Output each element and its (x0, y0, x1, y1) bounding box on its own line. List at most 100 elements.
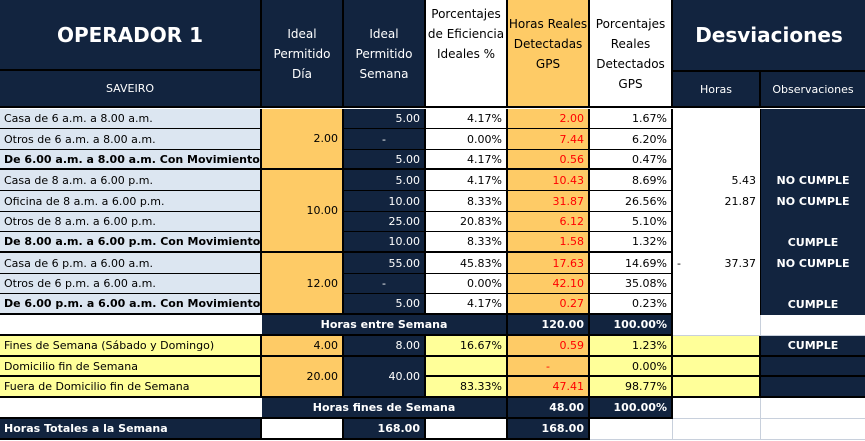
row-label[interactable]: De 8.00 a.m. a 6.00 p.m. Con Movimiento (0, 232, 262, 253)
grand-total-horas-reales[interactable]: 168.00 (508, 419, 590, 440)
observacion-cell[interactable] (761, 109, 865, 129)
col-header-horas-reales[interactable]: Horas Reales Detectadas GPS (508, 0, 590, 108)
pct-ideal-cell[interactable]: 4.17% (426, 109, 508, 129)
horas-reales-cell[interactable]: 0.59 (508, 336, 590, 357)
pct-ideal-cell[interactable]: 8.33% (426, 191, 508, 212)
col-header-ideal-semana[interactable]: Ideal Permitido Semana (344, 0, 426, 108)
horas-reales-cell[interactable]: 2.00 (508, 109, 590, 129)
ideal-semana-cell[interactable]: 10.00 (344, 191, 426, 212)
ideal-semana-cell[interactable]: 10.00 (344, 232, 426, 253)
ideal-semana-cell[interactable]: 5.00 (344, 150, 426, 170)
ideal-semana-cell[interactable]: - (344, 129, 426, 150)
pct-ideal-cell[interactable]: 0.00% (426, 274, 508, 294)
pct-ideal-cell[interactable]: 45.83% (426, 253, 508, 274)
pct-reales-cell[interactable]: 0.47% (590, 150, 673, 170)
operator-title[interactable]: OPERADOR 1 (0, 0, 262, 71)
desv-horas-cell[interactable] (673, 129, 761, 150)
desv-horas-cell[interactable] (673, 232, 761, 253)
desv-horas-cell[interactable] (673, 357, 761, 377)
ideal-semana-cell[interactable]: 8.00 (344, 336, 426, 357)
horas-reales-cell[interactable]: 42.10 (508, 274, 590, 294)
desv-horas-cell[interactable]: 21.87 (673, 191, 761, 212)
ideal-dia-cell[interactable]: 2.00 (262, 109, 344, 170)
ideal-semana-cell[interactable]: 5.00 (344, 109, 426, 129)
horas-reales-cell[interactable]: 6.12 (508, 212, 590, 232)
grand-total-label[interactable]: Horas Totales a la Semana (0, 419, 262, 440)
ideal-semana-cell[interactable]: 25.00 (344, 212, 426, 232)
pct-ideal-cell[interactable]: 8.33% (426, 232, 508, 253)
row-label[interactable]: Casa de 6 a.m. a 8.00 a.m. (0, 109, 262, 129)
weekend-total-horas[interactable]: 48.00 (508, 398, 590, 419)
desv-horas-cell[interactable]: 5.43 (673, 170, 761, 191)
row-label[interactable]: De 6.00 p.m. a 6.00 a.m. Con Movimiento (0, 294, 262, 315)
row-label[interactable]: Casa de 6 p.m. a 6.00 a.m. (0, 253, 262, 274)
ideal-dia-cell[interactable]: 4.00 (262, 336, 344, 357)
ideal-semana-cell[interactable]: 55.00 (344, 253, 426, 274)
pct-ideal-cell[interactable]: 16.67% (426, 336, 508, 357)
row-label[interactable]: Casa de 8 a.m. a 6.00 p.m. (0, 170, 262, 191)
observacion-cell[interactable]: NO CUMPLE (761, 170, 865, 191)
observacion-cell[interactable] (761, 150, 865, 170)
desv-horas-cell[interactable] (673, 109, 761, 129)
observacion-cell[interactable] (761, 212, 865, 232)
pct-reales-cell[interactable]: 5.10% (590, 212, 673, 232)
pct-reales-cell[interactable]: 1.67% (590, 109, 673, 129)
desv-horas-cell[interactable] (673, 336, 761, 357)
pct-ideal-cell[interactable]: 4.17% (426, 170, 508, 191)
pct-reales-cell[interactable]: 1.32% (590, 232, 673, 253)
horas-reales-cell[interactable]: - (508, 357, 590, 377)
weekend-total-label[interactable]: Horas fines de Semana (262, 398, 508, 419)
pct-ideal-cell[interactable]: 83.33% (426, 377, 508, 398)
horas-reales-cell[interactable]: 10.43 (508, 170, 590, 191)
observacion-cell[interactable]: CUMPLE (761, 294, 865, 315)
pct-reales-cell[interactable]: 0.23% (590, 294, 673, 315)
horas-reales-cell[interactable]: 0.27 (508, 294, 590, 315)
pct-ideal-cell[interactable]: 20.83% (426, 212, 508, 232)
ideal-semana-cell[interactable]: - (344, 274, 426, 294)
col-header-pct-reales[interactable]: Porcentajes Reales Detectados GPS (590, 0, 673, 108)
observacion-cell[interactable]: CUMPLE (761, 336, 865, 357)
row-label[interactable]: De 6.00 a.m. a 8.00 a.m. Con Movimiento (0, 150, 262, 170)
pct-reales-cell[interactable]: 98.77% (590, 377, 673, 398)
observacion-cell[interactable]: NO CUMPLE (761, 191, 865, 212)
weekday-total-horas[interactable]: 120.00 (508, 315, 590, 336)
horas-reales-cell[interactable]: 0.56 (508, 150, 590, 170)
observacion-cell[interactable]: CUMPLE (761, 232, 865, 253)
pct-reales-cell[interactable]: 8.69% (590, 170, 673, 191)
pct-ideal-cell[interactable]: 4.17% (426, 294, 508, 315)
horas-reales-cell[interactable]: 47.41 (508, 377, 590, 398)
desviaciones-header[interactable]: Desviaciones (673, 0, 865, 72)
desv-horas-cell[interactable] (673, 212, 761, 232)
pct-ideal-cell[interactable]: 4.17% (426, 150, 508, 170)
col-header-desv-horas[interactable]: Horas (673, 72, 761, 108)
row-label[interactable]: Fines de Semana (Sábado y Domingo) (0, 336, 262, 357)
pct-reales-cell[interactable]: 14.69% (590, 253, 673, 274)
observacion-cell[interactable] (761, 377, 865, 398)
row-label[interactable]: Domicilio fin de Semana (0, 357, 262, 377)
pct-reales-cell[interactable]: 6.20% (590, 129, 673, 150)
ideal-semana-cell[interactable]: 40.00 (344, 357, 426, 398)
col-header-pct-ideal[interactable]: Porcentajes de Eficiencia Ideales % (426, 0, 508, 108)
horas-reales-cell[interactable]: 17.63 (508, 253, 590, 274)
observacion-cell[interactable] (761, 357, 865, 377)
horas-reales-cell[interactable]: 31.87 (508, 191, 590, 212)
pct-ideal-cell[interactable] (426, 357, 508, 377)
observacion-cell[interactable] (761, 274, 865, 294)
pct-reales-cell[interactable]: 26.56% (590, 191, 673, 212)
desv-horas-cell[interactable] (673, 150, 761, 170)
pct-ideal-cell[interactable]: 0.00% (426, 129, 508, 150)
desv-horas-cell[interactable] (673, 294, 761, 315)
observacion-cell[interactable] (761, 129, 865, 150)
pct-reales-cell[interactable]: 0.00% (590, 357, 673, 377)
row-label[interactable]: Oficina de 8 a.m. a 6.00 p.m. (0, 191, 262, 212)
row-label[interactable]: Otros de 6 a.m. a 8.00 a.m. (0, 129, 262, 150)
desv-horas-cell[interactable] (673, 377, 761, 398)
pct-reales-cell[interactable]: 35.08% (590, 274, 673, 294)
desv-horas-cell[interactable]: - 37.37 (673, 253, 761, 274)
col-header-observaciones[interactable]: Observaciones (761, 72, 865, 108)
ideal-semana-cell[interactable]: 5.00 (344, 170, 426, 191)
horas-reales-cell[interactable]: 7.44 (508, 129, 590, 150)
ideal-semana-cell[interactable]: 5.00 (344, 294, 426, 315)
observacion-cell[interactable]: NO CUMPLE (761, 253, 865, 274)
horas-reales-cell[interactable]: 1.58 (508, 232, 590, 253)
